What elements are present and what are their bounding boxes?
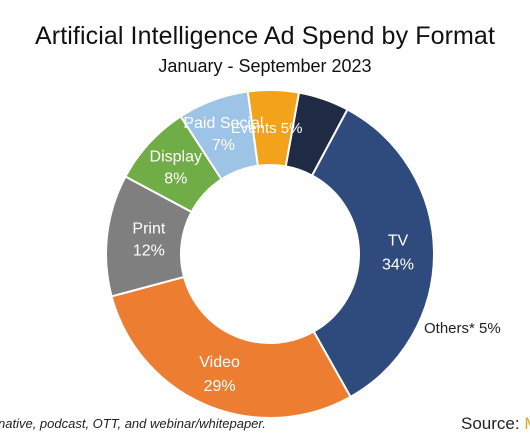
source-brand: M (524, 414, 530, 433)
source-label: Source: (461, 414, 520, 433)
slice-value-display: 8% (164, 170, 187, 187)
slice-label-events: Events 5% (231, 120, 303, 137)
source-note: Source: M (461, 414, 530, 434)
slice-name-display: Display (150, 148, 202, 165)
slice-value-paid-social: 7% (212, 137, 235, 154)
slice-video (110, 275, 352, 419)
slice-name-tv: TV (388, 233, 409, 250)
slice-value-tv: 34% (382, 257, 414, 274)
slice-label-others: Others* 5% (424, 320, 501, 337)
slices-layer (105, 89, 435, 419)
slice-name-paid-social: Paid Social (183, 115, 263, 132)
chart-footnote: native, podcast, OTT, and webinar/whitep… (0, 416, 266, 431)
slice-labels-layer: Print 12% Display 8% Paid Social 7%Events 5% O… (132, 115, 500, 395)
chart-title: Artificial Intelligence Ad Spend by Form… (35, 22, 495, 50)
slice-name-video: Video (199, 354, 240, 371)
slice-value-print: 12% (133, 242, 165, 259)
chart-subtitle: January - September 2023 (158, 56, 372, 76)
slice-tv (310, 108, 435, 399)
slice-value-video: 29% (204, 378, 236, 395)
slice-name-print: Print (132, 220, 165, 237)
